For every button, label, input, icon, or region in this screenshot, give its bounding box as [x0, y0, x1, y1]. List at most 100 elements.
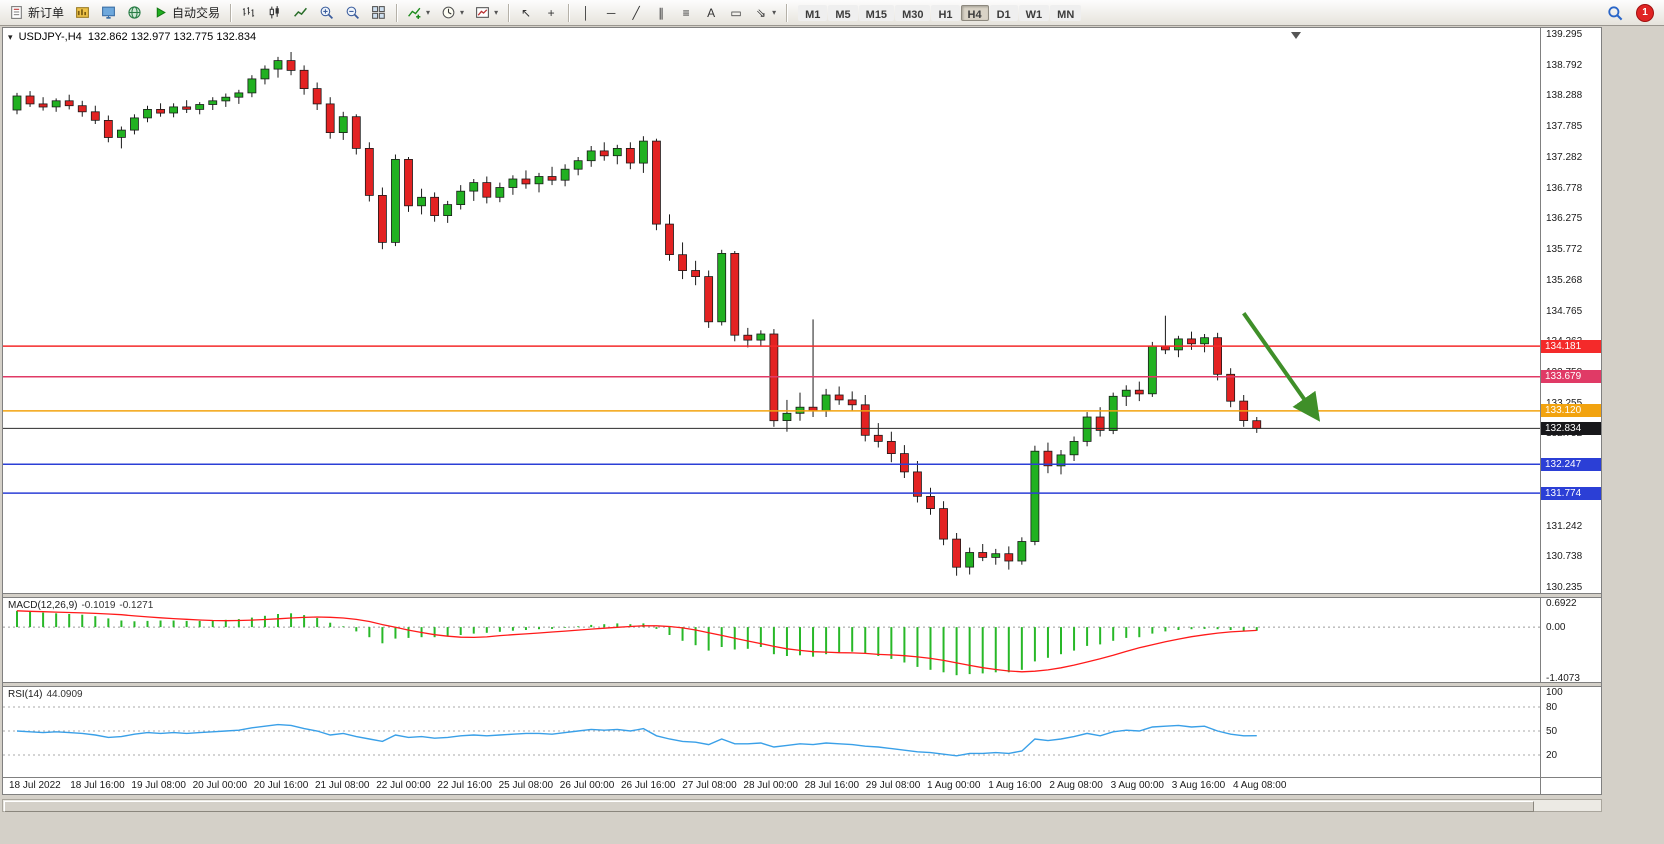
price-panel-row: ▾ USDJPY-,H4 132.862 132.977 132.775 132…	[3, 28, 1601, 593]
cursor-icon: ↖	[521, 5, 532, 20]
timeframe-mn[interactable]: MN	[1050, 4, 1082, 21]
price-axis-tick: 137.282	[1546, 151, 1583, 163]
candle-body	[1043, 450, 1053, 467]
charts-button[interactable]	[70, 3, 95, 23]
rsi-axis-tick: 80	[1546, 702, 1558, 713]
trend-arrow-annotation[interactable]	[1242, 312, 1321, 422]
bars-chart-icon	[242, 7, 255, 17]
shapes-tool-button[interactable]: ⇘ ▾	[749, 3, 781, 23]
profiles-button[interactable]	[96, 3, 121, 23]
price-axis-tick: 136.275	[1546, 213, 1583, 225]
price-tag[interactable]: 132.247	[1541, 457, 1601, 471]
line-chart-button[interactable]	[288, 3, 313, 23]
candles-chart-button[interactable]	[262, 3, 287, 23]
timeframe-w1[interactable]: W1	[1018, 4, 1050, 21]
candle-body	[1121, 389, 1131, 397]
candle-body	[364, 148, 374, 196]
candle-body	[156, 109, 165, 114]
templates-button[interactable]: ▾	[470, 3, 503, 23]
rsi-axis-tick: 20	[1546, 750, 1558, 761]
bars-chart-button[interactable]	[236, 3, 261, 23]
autotrading-button[interactable]: 自动交易	[148, 3, 225, 23]
candle-body	[273, 60, 283, 70]
candle-body	[886, 440, 896, 454]
fibonacci-tool-button[interactable]: ≡	[674, 3, 698, 23]
candle-body	[860, 404, 870, 436]
timeframe-h1[interactable]: H1	[931, 4, 960, 21]
periods-icon	[442, 6, 455, 19]
label-tool-button[interactable]: ▭	[724, 3, 748, 23]
candle-body	[1017, 541, 1027, 562]
timeframe-h4[interactable]: H4	[960, 4, 989, 21]
channel-icon: ∥	[658, 5, 665, 20]
zoom-out-button[interactable]	[340, 3, 365, 23]
tile-windows-button[interactable]	[366, 3, 391, 23]
candle-body	[430, 196, 440, 217]
price-tag[interactable]: 133.679	[1541, 370, 1601, 384]
channel-tool-button[interactable]: ∥	[649, 3, 673, 23]
chevron-down-icon[interactable]: ▾	[426, 8, 431, 17]
price-tag[interactable]: 133.120	[1541, 404, 1601, 418]
time-axis-label: 28 Jul 00:00	[743, 780, 798, 791]
indicators-button[interactable]: ▾	[402, 3, 435, 23]
time-axis-label: 21 Jul 08:00	[315, 780, 370, 791]
vertical-line-icon: │	[582, 5, 590, 20]
panel-splitter[interactable]	[3, 593, 1601, 598]
candle-body	[665, 223, 674, 256]
notification-badge[interactable]: 1	[1636, 3, 1654, 22]
time-axis-label: 25 Jul 08:00	[498, 780, 554, 791]
cursor-tool-button[interactable]: ↖	[514, 3, 538, 23]
time-axis-label: 3 Aug 16:00	[1171, 780, 1226, 791]
price-chart-canvas[interactable]	[3, 28, 1540, 593]
trendline-tool-button[interactable]: ╱	[624, 3, 648, 23]
price-tag[interactable]: 134.181	[1541, 339, 1601, 353]
candle-body	[704, 276, 714, 323]
crosshair-icon: +	[547, 5, 555, 20]
horizontal-scrollbar[interactable]	[2, 799, 1602, 812]
chevron-down-icon[interactable]: ▾	[494, 8, 499, 17]
price-tag[interactable]: 131.774	[1541, 486, 1601, 500]
timeframe-m5[interactable]: M5	[828, 4, 858, 21]
price-axis-tick: 135.772	[1546, 244, 1583, 256]
horizontal-line-tool-button[interactable]: ─	[599, 3, 623, 23]
candle-body	[599, 150, 609, 157]
chart-collapse-icon[interactable]: ▾	[8, 32, 13, 42]
price-axis-tick: 131.242	[1546, 520, 1583, 532]
terminal-button[interactable]	[122, 3, 147, 23]
candle-body	[247, 78, 257, 94]
macd-plot[interactable]: MACD(12,26,9) -0.1019 -0.1271	[3, 598, 1540, 682]
price-axis[interactable]: 139.295 138.792 138.288 137.785 137.282 136.7…	[1540, 28, 1601, 593]
price-plot[interactable]: ▾ USDJPY-,H4 132.862 132.977 132.775 132…	[3, 28, 1540, 593]
text-tool-button[interactable]: A	[699, 3, 723, 23]
candle-body	[678, 254, 687, 271]
panel-splitter[interactable]	[3, 682, 1601, 687]
toolbar-separator	[786, 3, 788, 22]
toolbar-right-group: 1	[1602, 3, 1660, 23]
price-axis-tick: 137.785	[1546, 121, 1583, 133]
rsi-plot[interactable]: RSI(14) 44.0909	[3, 687, 1540, 777]
chevron-down-icon[interactable]: ▾	[460, 8, 465, 17]
candle-body	[1147, 345, 1157, 395]
scrollbar-thumb[interactable]	[4, 801, 1534, 812]
timeframe-d1[interactable]: D1	[989, 4, 1018, 21]
candle-body	[1069, 440, 1079, 456]
candle-body	[978, 552, 988, 558]
zoom-in-button[interactable]	[314, 3, 339, 23]
time-axis[interactable]: 18 Jul 2022 18 Jul 16:00 19 Jul 08:00 20 Ju…	[3, 778, 1540, 794]
search-button[interactable]	[1602, 3, 1628, 23]
vertical-line-tool-button[interactable]: │	[574, 3, 598, 23]
periods-button[interactable]: ▾	[436, 3, 469, 23]
candle-body	[1004, 553, 1014, 562]
macd-chart-canvas	[3, 610, 1540, 676]
zoom-in-icon	[320, 6, 334, 19]
crosshair-tool-button[interactable]: +	[539, 3, 563, 23]
chart-shift-marker[interactable]	[1291, 32, 1301, 39]
autotrading-label: 自动交易	[172, 6, 221, 20]
timeframe-m15[interactable]: M15	[858, 4, 895, 21]
candle-body	[351, 116, 361, 149]
new-order-button[interactable]: 新订单	[4, 3, 69, 23]
line-chart-icon	[294, 7, 308, 17]
timeframe-m30[interactable]: M30	[895, 4, 931, 21]
timeframe-m1[interactable]: M1	[798, 4, 828, 21]
chevron-down-icon[interactable]: ▾	[772, 8, 777, 17]
